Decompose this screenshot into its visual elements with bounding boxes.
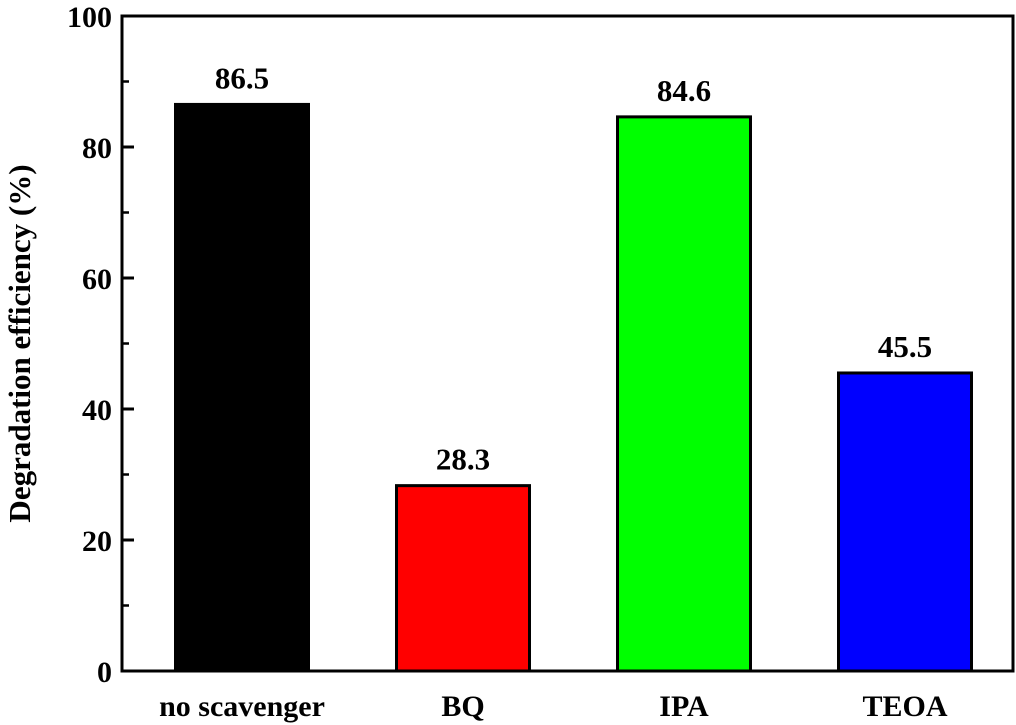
x-category-label: no scavenger <box>159 690 325 723</box>
y-tick-label: 80 <box>82 132 112 165</box>
y-axis-ticks: 0 20 40 60 80 100 <box>67 1 134 689</box>
y-tick-label: 20 <box>82 525 112 558</box>
plot-frame <box>120 14 1015 673</box>
y-axis-title: Degradation efficiency (%) <box>2 164 37 522</box>
y-tick-label: 100 <box>67 1 112 34</box>
y-tick-label: 0 <box>97 656 112 689</box>
x-axis-categories: no scavenger BQ IPA TEOA <box>159 690 948 723</box>
data-label: 28.3 <box>436 442 490 477</box>
x-category-label: TEOA <box>862 690 947 723</box>
x-category-label: BQ <box>441 690 484 723</box>
data-label: 45.5 <box>878 329 932 364</box>
data-label: 86.5 <box>215 60 269 95</box>
data-label: 84.6 <box>657 73 711 108</box>
bar-teoa <box>837 371 973 673</box>
bar-bq <box>395 484 531 673</box>
y-tick-label: 60 <box>82 263 112 296</box>
data-labels: 86.5 28.3 84.6 45.5 <box>215 60 932 476</box>
bars <box>174 102 973 673</box>
y-tick-label: 40 <box>82 394 112 427</box>
x-category-label: IPA <box>659 690 709 723</box>
bar-ipa <box>616 115 752 673</box>
bar-no-scavenger <box>174 102 310 673</box>
